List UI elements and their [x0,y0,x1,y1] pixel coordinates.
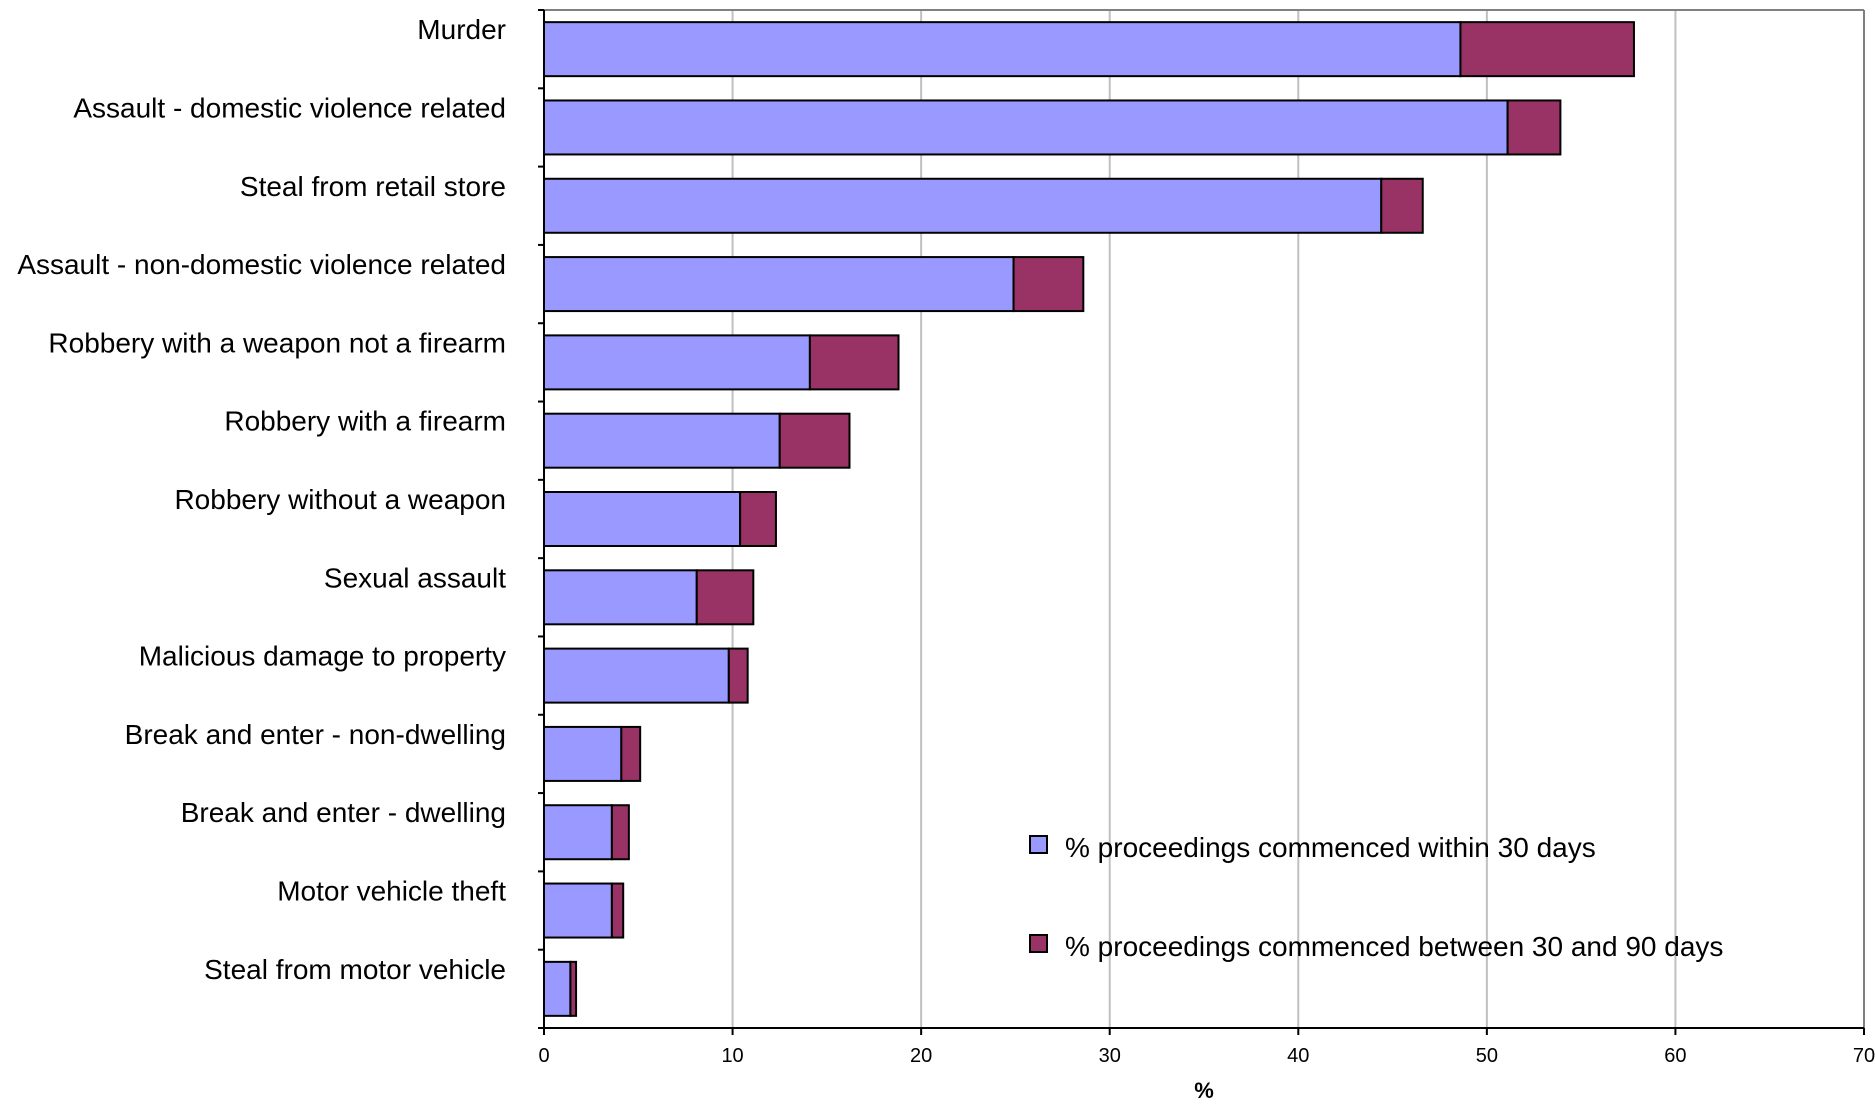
gridlines [731,10,1865,1028]
legend-label-within-30-days: % proceedings commenced within 30 days [1065,832,1596,863]
x-tick-label-70: 70 [1853,1045,1875,1067]
bar-robbery-without-a-weapon-series-1 [543,491,742,547]
category-label-robbery-with-a-weapon-not-a-firearm: Robbery with a weapon not a firearm [48,327,506,358]
x-tick-labels: 0 10 20 30 40 50 60 70 [538,1045,1875,1067]
bar-steal-from-retail-store-series-1 [543,177,1383,234]
bar-sexual-assault-series-2 [695,569,755,626]
bar-steal-from-motor-vehicle-series-1 [543,960,572,1017]
legend-item-within-30-days: % proceedings commenced within 30 days [1029,832,1596,863]
category-label-break-and-enter-dwelling: Break and enter - dwelling [181,797,506,828]
category-labels: Murder Assault - domestic violence relate… [17,14,506,985]
axes [538,9,1865,1035]
bar-break-and-enter-dwelling-series-2 [610,804,630,861]
legend-swatch-within-30-days [1029,835,1048,854]
bar-malicious-damage-to-property-series-1 [543,647,730,704]
legend-label-30-to-90-days: % proceedings commenced between 30 and 9… [1065,931,1723,962]
bar-robbery-without-a-weapon-series-2 [739,491,777,547]
category-label-robbery-with-a-firearm: Robbery with a firearm [224,406,506,437]
bar-assault-domestic-violence-related-series-2 [1506,99,1562,156]
category-label-murder: Murder [417,14,506,45]
bar-assault-domestic-violence-related-series-1 [543,99,1509,156]
category-label-steal-from-retail-store: Steal from retail store [240,171,506,202]
bar-malicious-damage-to-property-series-2 [727,647,749,704]
bar-assault-non-domestic-violence-related-series-1 [543,256,1015,313]
x-tick-label-20: 20 [910,1045,932,1067]
bar-motor-vehicle-theft-series-2 [610,882,625,939]
legend: % proceedings commenced within 30 days %… [1029,832,1723,962]
x-tick-label-0: 0 [538,1045,549,1067]
bar-break-and-enter-non-dwelling-series-2 [620,725,642,782]
category-label-assault-domestic-violence-related: Assault - domestic violence related [73,92,506,123]
legend-item-30-to-90-days: % proceedings commenced between 30 and 9… [1029,931,1723,962]
bar-murder-series-1 [543,21,1462,78]
x-axis-title: % [1194,1078,1214,1103]
bar-robbery-with-a-firearm-series-1 [543,412,781,469]
bar-motor-vehicle-theft-series-1 [543,882,613,939]
bar-break-and-enter-dwelling-series-1 [543,804,613,861]
bar-assault-non-domestic-violence-related-series-2 [1012,256,1085,313]
bar-robbery-with-a-firearm-series-2 [778,412,851,469]
category-label-motor-vehicle-theft: Motor vehicle theft [277,876,506,907]
bar-robbery-with-a-weapon-not-a-firearm-series-1 [543,334,811,391]
x-tick-label-60: 60 [1664,1045,1686,1067]
category-label-sexual-assault: Sexual assault [324,562,506,593]
bar-murder-series-2 [1459,21,1635,78]
x-tick-label-50: 50 [1476,1045,1498,1067]
category-label-assault-non-domestic-violence-related: Assault - non-domestic violence related [17,249,506,280]
category-label-malicious-damage-to-property: Malicious damage to property [139,641,506,672]
x-tick-label-40: 40 [1287,1045,1309,1067]
category-label-robbery-without-a-weapon: Robbery without a weapon [174,484,506,515]
x-tick-label-30: 30 [1099,1045,1121,1067]
bar-break-and-enter-non-dwelling-series-1 [543,725,623,782]
category-label-steal-from-motor-vehicle: Steal from motor vehicle [204,954,506,985]
legend-swatch-30-to-90-days [1029,934,1048,953]
bar-steal-from-retail-store-series-2 [1380,177,1424,234]
bar-steal-from-motor-vehicle-series-2 [569,960,578,1017]
bar-robbery-with-a-weapon-not-a-firearm-series-2 [808,334,900,391]
bars [543,21,1635,1017]
x-tick-label-10: 10 [721,1045,743,1067]
category-label-break-and-enter-non-dwelling: Break and enter - non-dwelling [125,719,506,750]
bar-sexual-assault-series-1 [543,569,698,626]
